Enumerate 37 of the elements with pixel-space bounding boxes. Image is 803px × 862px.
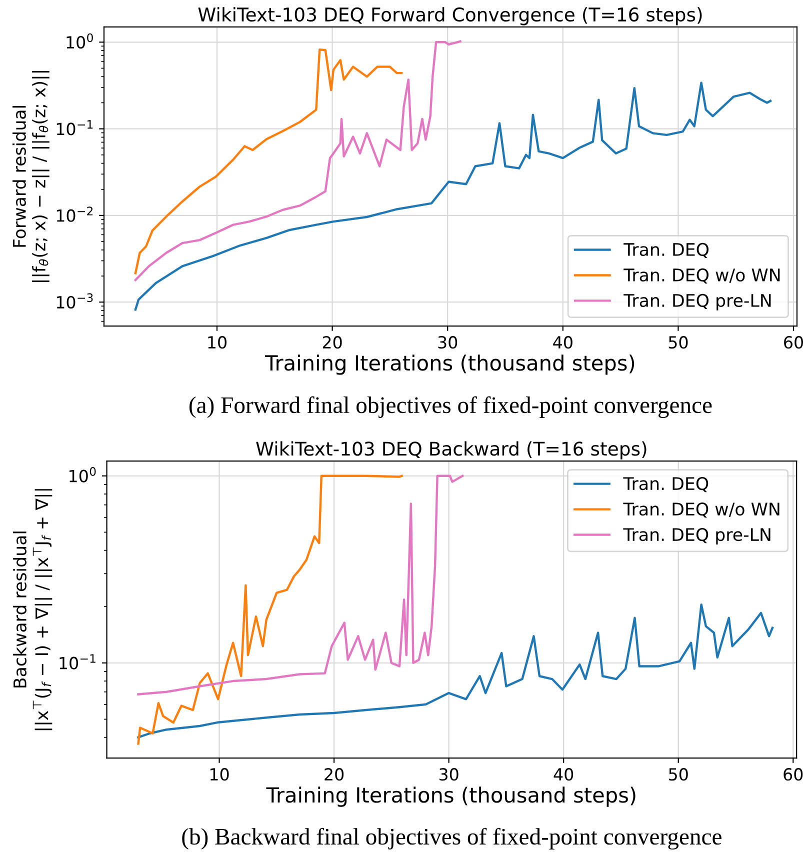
y-axis-title: Forward residual ||f$_{θ}$(z; x) − z|| / ||f$_{θ}$(z; x)|| — [12, 71, 50, 282]
chart-title: WikiText-103 DEQ Forward Convergence (T=16 steps) — [198, 7, 702, 26]
legend-label: Tran. DEQ — [623, 477, 708, 492]
x-tick-label: 20 — [322, 336, 342, 349]
x-tick-label: 40 — [554, 768, 574, 781]
line-series — [137, 474, 464, 696]
line-series — [134, 48, 403, 274]
chart-title: WikiText-103 DEQ Backward (T=16 steps) — [256, 441, 646, 460]
text: (b) Backward final objectives of fixed-point convergence — [182, 828, 722, 850]
y-tick-label: 10$^{−1}$ — [56, 120, 93, 136]
legend-label: Tran. DEQ w/o WN — [624, 268, 780, 284]
legend-label: Tran. DEQ pre-LN — [623, 528, 770, 544]
x-tick-label: 50 — [669, 768, 688, 781]
x-axis-title: Training Iterations (thousand steps) — [266, 786, 636, 807]
line-series — [137, 604, 774, 738]
x-tick-label: 10 — [210, 768, 229, 781]
x-tick-label: 40 — [553, 336, 572, 349]
y-tick-label: 10$^{−3}$ — [56, 293, 93, 309]
y-tick-label: 10$^{−2}$ — [56, 206, 92, 222]
x-tick-label: 10 — [208, 336, 226, 349]
x-axis-title: Training Iterations (thousand steps) — [265, 354, 634, 375]
x-tick-label: 30 — [438, 336, 458, 349]
legend-label: Tran. DEQ w/o WN — [623, 502, 780, 518]
x-tick-label: 60 — [784, 768, 803, 781]
y-tick-label: 10$^{0}$ — [66, 33, 93, 49]
text: (a) Forward final objectives of fixed-point convergence — [189, 396, 712, 418]
line-series — [134, 40, 462, 282]
y-tick-label: 10$^{0}$ — [70, 467, 96, 482]
text: Backward residual ||x$^{⊤}$(J$_{f}$ − I) + ∇|| / ||x$^{⊤}$J$_{f}$ + ∇|| — [13, 489, 52, 730]
x-tick-label: 50 — [668, 336, 688, 349]
y-tick-label: 10$^{−1}$ — [60, 654, 96, 670]
line-series — [137, 474, 403, 745]
legend-label: Tran. DEQ pre-LN — [624, 294, 771, 310]
x-tick-label: 20 — [324, 768, 344, 781]
legend-label: Tran. DEQ — [624, 242, 709, 258]
x-tick-label: 30 — [439, 768, 458, 781]
x-tick-label: 60 — [784, 336, 803, 349]
